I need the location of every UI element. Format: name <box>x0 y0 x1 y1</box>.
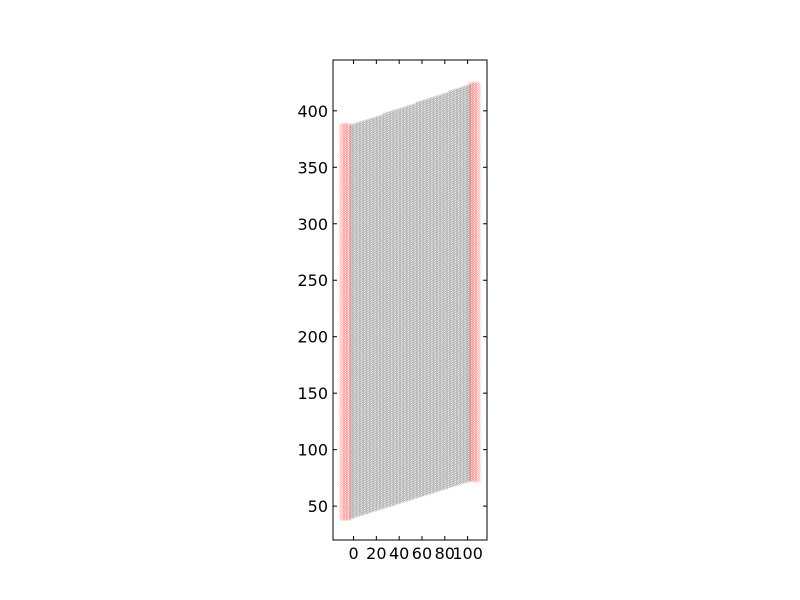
lattice-point <box>351 124 355 127</box>
plot-marks <box>338 81 482 521</box>
series-interior-lattice <box>349 84 473 520</box>
lattice-point <box>350 123 353 127</box>
